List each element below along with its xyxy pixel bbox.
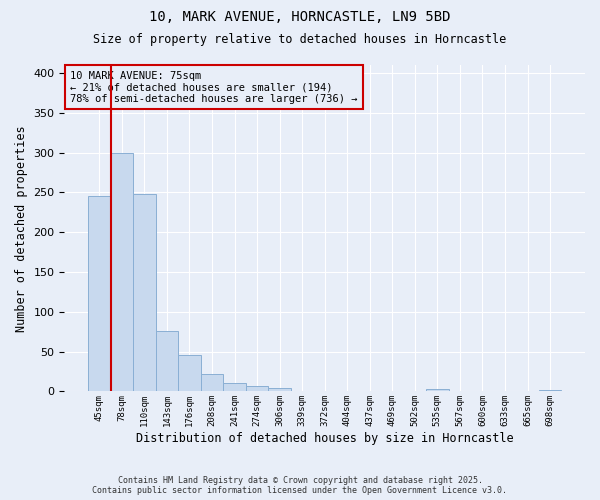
Bar bbox=[201, 374, 223, 392]
Bar bbox=[539, 390, 562, 392]
Text: Contains HM Land Registry data © Crown copyright and database right 2025.
Contai: Contains HM Land Registry data © Crown c… bbox=[92, 476, 508, 495]
Bar bbox=[223, 384, 246, 392]
Text: 10, MARK AVENUE, HORNCASTLE, LN9 5BD: 10, MARK AVENUE, HORNCASTLE, LN9 5BD bbox=[149, 10, 451, 24]
Bar bbox=[88, 196, 110, 392]
Bar bbox=[178, 355, 201, 392]
Bar bbox=[426, 389, 449, 392]
Text: 10 MARK AVENUE: 75sqm
← 21% of detached houses are smaller (194)
78% of semi-det: 10 MARK AVENUE: 75sqm ← 21% of detached … bbox=[70, 70, 358, 104]
Bar bbox=[110, 152, 133, 392]
Text: Size of property relative to detached houses in Horncastle: Size of property relative to detached ho… bbox=[94, 32, 506, 46]
X-axis label: Distribution of detached houses by size in Horncastle: Distribution of detached houses by size … bbox=[136, 432, 514, 445]
Bar bbox=[268, 388, 291, 392]
Bar bbox=[155, 331, 178, 392]
Y-axis label: Number of detached properties: Number of detached properties bbox=[15, 125, 28, 332]
Bar bbox=[246, 386, 268, 392]
Bar bbox=[133, 194, 155, 392]
